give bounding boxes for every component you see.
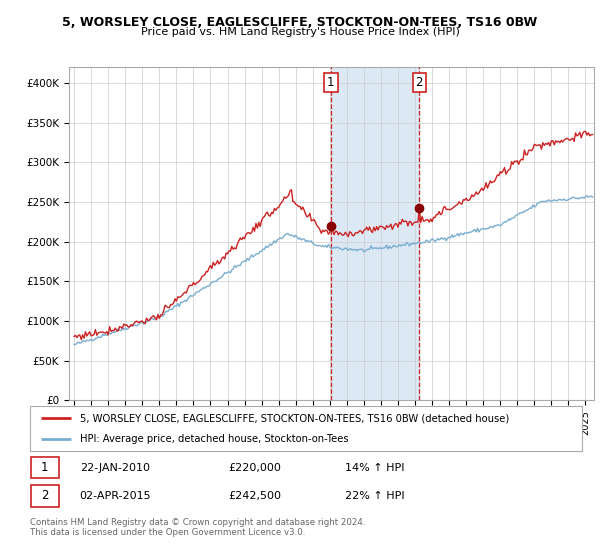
Text: 02-APR-2015: 02-APR-2015: [80, 491, 151, 501]
Text: 22% ↑ HPI: 22% ↑ HPI: [344, 491, 404, 501]
FancyBboxPatch shape: [31, 486, 59, 506]
Bar: [331, 67, 419, 400]
Text: 2: 2: [41, 489, 49, 502]
Text: Price paid vs. HM Land Registry's House Price Index (HPI): Price paid vs. HM Land Registry's House …: [140, 27, 460, 37]
Text: Contains HM Land Registry data © Crown copyright and database right 2024.
This d: Contains HM Land Registry data © Crown c…: [30, 518, 365, 538]
FancyBboxPatch shape: [31, 457, 59, 478]
Text: £242,500: £242,500: [229, 491, 282, 501]
Text: 14% ↑ HPI: 14% ↑ HPI: [344, 463, 404, 473]
Text: HPI: Average price, detached house, Stockton-on-Tees: HPI: Average price, detached house, Stoc…: [80, 433, 349, 444]
Text: 1: 1: [41, 461, 49, 474]
Text: 22-JAN-2010: 22-JAN-2010: [80, 463, 149, 473]
Text: 1: 1: [327, 76, 335, 88]
Text: 2: 2: [416, 76, 423, 88]
Text: £220,000: £220,000: [229, 463, 281, 473]
Text: 5, WORSLEY CLOSE, EAGLESCLIFFE, STOCKTON-ON-TEES, TS16 0BW: 5, WORSLEY CLOSE, EAGLESCLIFFE, STOCKTON…: [62, 16, 538, 29]
Text: 5, WORSLEY CLOSE, EAGLESCLIFFE, STOCKTON-ON-TEES, TS16 0BW (detached house): 5, WORSLEY CLOSE, EAGLESCLIFFE, STOCKTON…: [80, 413, 509, 423]
